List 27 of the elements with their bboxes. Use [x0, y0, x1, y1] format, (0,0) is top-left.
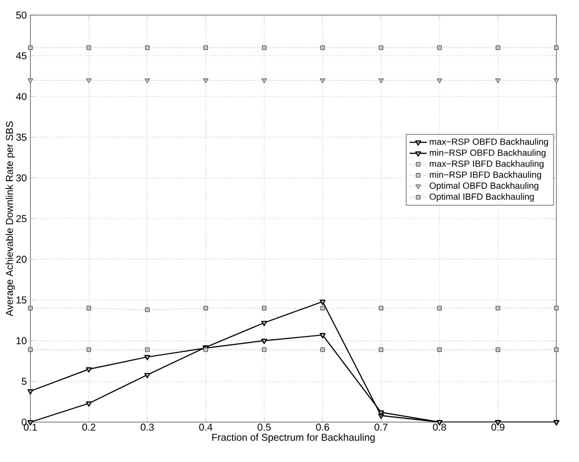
y-tick-label: 25: [16, 215, 26, 222]
x-tick-label: 0.4: [199, 424, 212, 431]
legend-label: max−RSP IBFD Backhauling: [430, 160, 544, 169]
y-tick-label: 20: [16, 256, 26, 263]
y-tick-label: 10: [16, 337, 26, 344]
x-tick-label: 0.9: [491, 424, 504, 431]
legend-label: min−RSP IBFD Backhauling: [430, 171, 541, 180]
y-tick-label: 5: [22, 378, 26, 385]
y-tick-label: 35: [16, 134, 26, 141]
x-tick-label: 0.6: [316, 424, 330, 431]
x-tick-label: 0.8: [432, 424, 446, 431]
legend-label: min−RSP OBFD Backhauling: [430, 149, 546, 158]
x-tick-label: 0.2: [82, 424, 96, 431]
x-axis-title: Fraction of Spectrum for Backhauling: [212, 434, 375, 443]
y-tick-label: 45: [16, 52, 26, 60]
y-tick-label: 30: [16, 174, 26, 182]
y-axis-title: Average Achievable Downlink Rate per SBS: [6, 121, 15, 316]
x-tick-label: 0.5: [258, 424, 271, 431]
x-tick-label: 0.7: [374, 424, 388, 431]
y-tick-label: 40: [16, 92, 26, 100]
x-tick-label: 0.3: [140, 424, 154, 431]
y-tick-label: 0: [22, 418, 26, 426]
legend-label: max−RSP OBFD Backhauling: [430, 138, 548, 147]
legend-label: Optimal OBFD Backhauling: [430, 182, 538, 191]
legend-label: Optimal IBFD Backhauling: [430, 193, 534, 202]
y-tick-label: 50: [16, 12, 26, 19]
y-tick-label: 15: [16, 296, 26, 304]
